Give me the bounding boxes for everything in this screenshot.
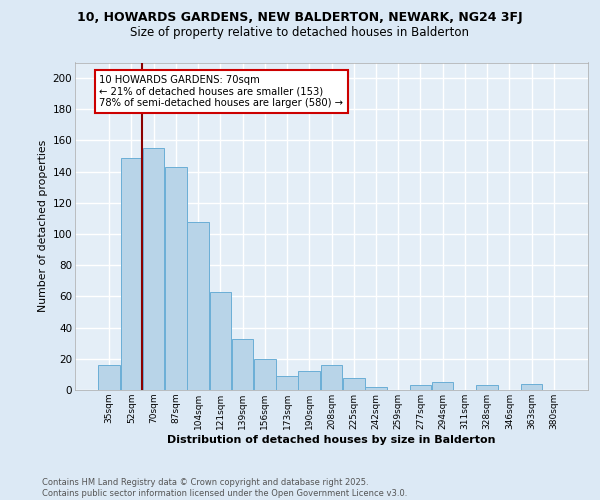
Y-axis label: Number of detached properties: Number of detached properties <box>38 140 49 312</box>
Text: Contains HM Land Registry data © Crown copyright and database right 2025.
Contai: Contains HM Land Registry data © Crown c… <box>42 478 407 498</box>
Text: 10 HOWARDS GARDENS: 70sqm
← 21% of detached houses are smaller (153)
78% of semi: 10 HOWARDS GARDENS: 70sqm ← 21% of detac… <box>99 75 343 108</box>
Bar <box>143 148 164 390</box>
Bar <box>343 378 365 390</box>
Bar <box>187 222 209 390</box>
Bar <box>521 384 542 390</box>
Bar <box>476 386 498 390</box>
Bar <box>298 372 320 390</box>
Bar <box>209 292 231 390</box>
Bar <box>165 167 187 390</box>
Bar <box>321 365 342 390</box>
X-axis label: Distribution of detached houses by size in Balderton: Distribution of detached houses by size … <box>167 434 496 444</box>
Bar <box>232 338 253 390</box>
Bar <box>365 387 387 390</box>
Text: Size of property relative to detached houses in Balderton: Size of property relative to detached ho… <box>131 26 470 39</box>
Bar <box>121 158 142 390</box>
Bar <box>410 386 431 390</box>
Bar <box>276 376 298 390</box>
Text: 10, HOWARDS GARDENS, NEW BALDERTON, NEWARK, NG24 3FJ: 10, HOWARDS GARDENS, NEW BALDERTON, NEWA… <box>77 11 523 24</box>
Bar <box>98 365 120 390</box>
Bar <box>254 359 275 390</box>
Bar <box>432 382 454 390</box>
